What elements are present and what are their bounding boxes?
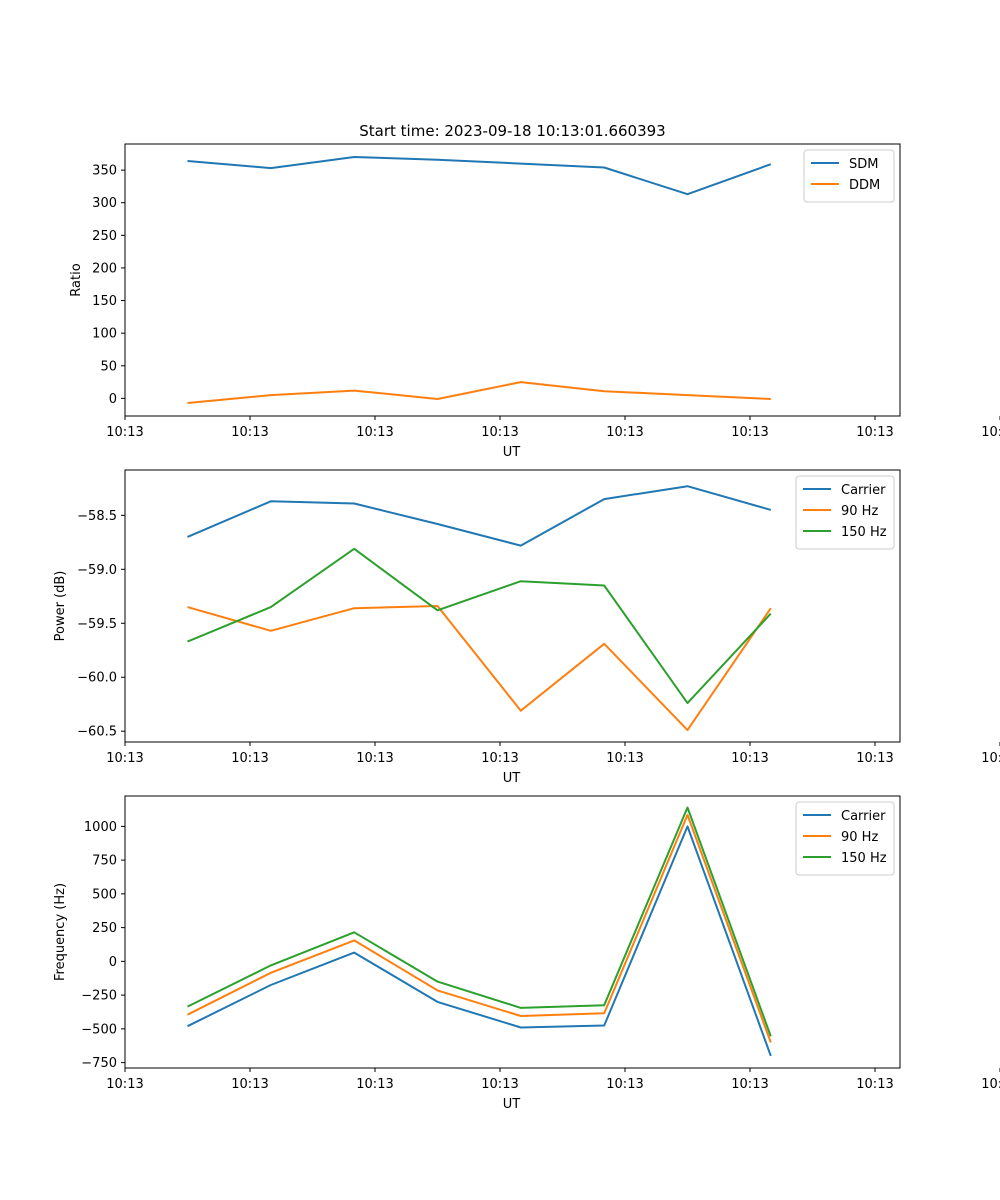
legend-label: 150 Hz [841,851,887,866]
y-tick-label: 500 [92,887,117,902]
y-tick-label: 0 [109,955,117,970]
y-tick-label: −59.0 [77,563,117,578]
x-tick-label: 10:14 [981,751,1000,766]
x-tick-label: 10:13 [106,1077,143,1092]
series-line-150-hz [187,547,772,705]
plot-area [124,469,901,743]
x-tick-label: 10:14 [981,1077,1000,1092]
panel-1: 10:13 10:13 10:13 10:13 10:13 10:13 10:13 10:14… [69,143,1000,460]
legend: Carrier 90 Hz 150 Hz [795,801,895,876]
y-tick-label: −58.5 [77,509,117,524]
series-line-ddm [187,381,771,404]
x-tick-label: 10:13 [606,1077,643,1092]
x-tick-label: 10:13 [481,1077,518,1092]
y-tick-label: 1000 [84,820,117,835]
y-tick-label: −250 [81,989,117,1004]
y-axis-label: Frequency (Hz) [53,883,68,981]
y-tick-label: −59.5 [77,617,117,632]
y-tick-label: 250 [92,921,117,936]
x-tick-label: 10:13 [481,751,518,766]
y-tick-label: −750 [81,1056,117,1071]
y-tick-label: −60.0 [77,671,117,686]
y-tick-label: 250 [92,229,117,244]
y-tick-label: 750 [92,854,117,869]
x-tick-label: 10:13 [481,425,518,440]
figure-title: Start time: 2023-09-18 10:13:01.660393 [359,122,665,140]
series-line-90-hz [187,605,772,732]
y-tick-label: 150 [92,294,117,309]
x-tick-label: 10:13 [106,751,143,766]
series-line-sdm [187,156,772,196]
series-line-150-hz [187,806,772,1037]
x-tick-label: 10:13 [356,1077,393,1092]
y-tick-label: 200 [92,261,117,276]
y-axis-label: Ratio [69,263,84,296]
legend-label: 90 Hz [841,504,878,519]
y-tick-label: 300 [92,196,117,211]
x-axis-label: UT [503,1097,521,1112]
panel-2: 10:13 10:13 10:13 10:13 10:13 10:13 10:13 10:14… [53,469,1000,786]
legend-label: Carrier [841,809,886,824]
x-tick-label: 10:13 [606,751,643,766]
legend-label: 150 Hz [841,525,887,540]
y-tick-label: 50 [100,359,117,374]
panel-3: 10:13 10:13 10:13 10:13 10:13 10:13 10:13 10:14… [53,795,1000,1112]
y-tick-label: −500 [81,1022,117,1037]
x-tick-label: 10:13 [356,751,393,766]
series-line-90-hz [187,813,772,1043]
legend-label: DDM [849,178,880,193]
x-tick-label: 10:13 [231,425,268,440]
plot-area [124,795,901,1069]
x-axis-label: UT [503,445,521,460]
x-tick-label: 10:13 [856,751,893,766]
series-line-carrier [187,825,772,1057]
legend-label: SDM [849,157,878,172]
x-tick-label: 10:13 [856,425,893,440]
x-tick-label: 10:14 [981,425,1000,440]
x-tick-label: 10:13 [356,425,393,440]
plot-area [124,143,901,417]
x-tick-label: 10:13 [231,1077,268,1092]
y-axis-label: Power (dB) [53,571,68,642]
y-tick-label: 100 [92,327,117,342]
panels: 10:13 10:13 10:13 10:13 10:13 10:13 10:13 10:14… [53,143,1000,1112]
legend: Carrier 90 Hz 150 Hz [795,475,895,550]
legend: SDM DDM [803,149,895,203]
x-tick-label: 10:13 [231,751,268,766]
x-tick-label: 10:13 [731,751,768,766]
x-tick-label: 10:13 [731,1077,768,1092]
y-tick-label: 350 [92,164,117,179]
x-tick-label: 10:13 [606,425,643,440]
series-line-carrier [187,485,772,547]
y-tick-label: 0 [109,392,117,407]
x-tick-label: 10:13 [731,425,768,440]
x-tick-label: 10:13 [856,1077,893,1092]
legend-label: Carrier [841,483,886,498]
legend-label: 90 Hz [841,830,878,845]
x-tick-label: 10:13 [106,425,143,440]
x-axis-label: UT [503,771,521,786]
y-tick-label: −60.5 [77,725,117,740]
